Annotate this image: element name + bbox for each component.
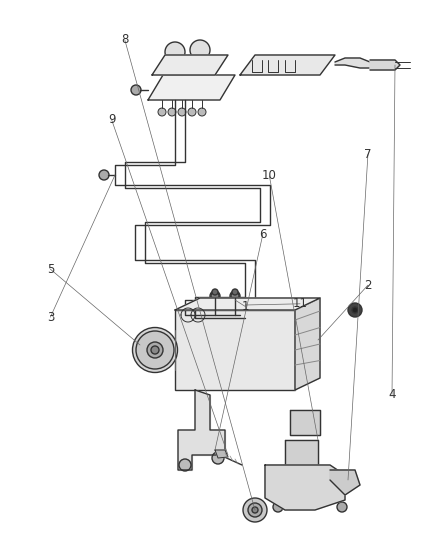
Circle shape <box>131 85 141 95</box>
Polygon shape <box>285 440 318 468</box>
Circle shape <box>212 452 224 464</box>
Polygon shape <box>330 470 360 495</box>
Circle shape <box>230 291 240 301</box>
Circle shape <box>188 108 196 116</box>
Polygon shape <box>240 55 335 75</box>
Text: 9: 9 <box>108 114 116 126</box>
Ellipse shape <box>133 327 177 373</box>
Polygon shape <box>295 298 320 390</box>
Polygon shape <box>335 58 375 68</box>
Text: 4: 4 <box>388 388 396 401</box>
Polygon shape <box>290 410 320 435</box>
Circle shape <box>252 507 258 513</box>
Text: 5: 5 <box>47 263 54 276</box>
Polygon shape <box>152 55 228 75</box>
Polygon shape <box>265 465 345 510</box>
Circle shape <box>212 289 218 295</box>
Polygon shape <box>148 75 235 100</box>
Circle shape <box>158 108 166 116</box>
Polygon shape <box>370 60 400 70</box>
Circle shape <box>231 292 239 300</box>
Text: 8: 8 <box>121 34 128 46</box>
Circle shape <box>273 502 283 512</box>
Circle shape <box>179 459 191 471</box>
Polygon shape <box>215 450 228 458</box>
Circle shape <box>198 108 206 116</box>
Circle shape <box>147 342 163 358</box>
Text: 11: 11 <box>293 297 307 310</box>
Text: 10: 10 <box>262 169 277 182</box>
Ellipse shape <box>136 331 174 369</box>
Text: 6: 6 <box>259 228 267 241</box>
Circle shape <box>178 108 186 116</box>
Circle shape <box>99 170 109 180</box>
Circle shape <box>151 346 159 354</box>
Bar <box>175 310 295 390</box>
Polygon shape <box>178 390 225 470</box>
Circle shape <box>248 503 262 517</box>
Circle shape <box>337 502 347 512</box>
Circle shape <box>211 292 219 300</box>
Circle shape <box>243 498 267 522</box>
Circle shape <box>232 289 238 295</box>
Circle shape <box>352 307 358 313</box>
Text: 3: 3 <box>47 311 54 324</box>
Circle shape <box>168 108 176 116</box>
Circle shape <box>210 291 220 301</box>
Circle shape <box>190 40 210 60</box>
Text: 7: 7 <box>364 148 372 161</box>
Circle shape <box>279 474 291 486</box>
Text: 2: 2 <box>364 279 372 292</box>
Polygon shape <box>175 298 320 310</box>
Circle shape <box>165 42 185 62</box>
Circle shape <box>335 485 345 495</box>
Circle shape <box>348 303 362 317</box>
Text: 1: 1 <box>241 300 249 313</box>
